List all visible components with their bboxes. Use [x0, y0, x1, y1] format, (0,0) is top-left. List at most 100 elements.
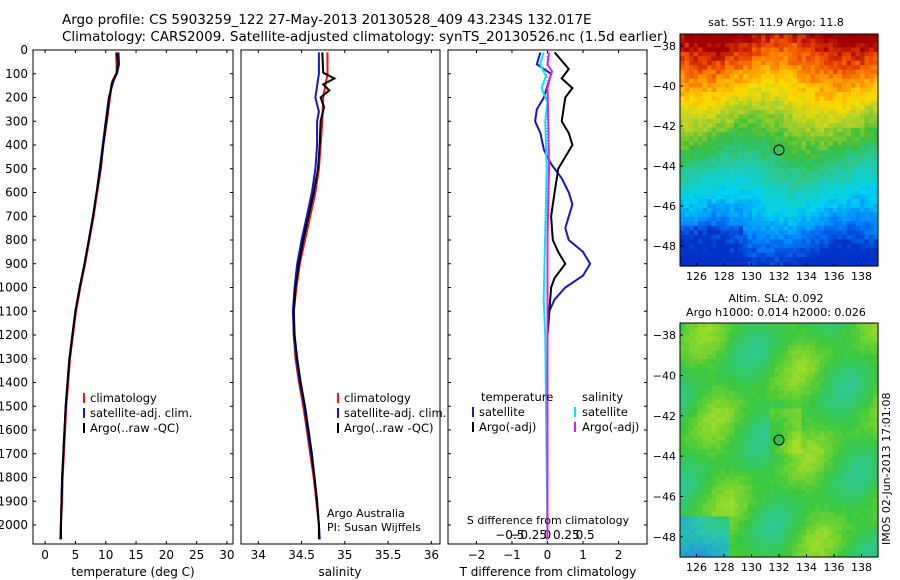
map-cell [792, 69, 798, 75]
map-cell [842, 458, 848, 464]
map-cell [716, 145, 722, 151]
map-cell [743, 440, 749, 446]
map-cell [842, 212, 848, 218]
x-tick-label: −1 [503, 548, 521, 562]
map-cell [707, 422, 713, 428]
map-cell [761, 38, 767, 44]
map-cell [842, 503, 848, 509]
map-cell [873, 105, 879, 111]
map-cell [729, 248, 735, 254]
map-cell [855, 221, 861, 227]
map-cell [855, 417, 861, 423]
map-cell [810, 216, 816, 222]
map-cell [716, 552, 722, 558]
map-cell [761, 363, 767, 369]
map-cell [729, 413, 735, 419]
map-cell [815, 109, 821, 115]
map-cell [788, 404, 794, 410]
map-cell [734, 534, 740, 540]
map-cell [792, 494, 798, 500]
map-cell [707, 354, 713, 360]
map-cell [738, 257, 744, 263]
map-cell [752, 199, 758, 205]
map-cell [720, 426, 726, 432]
map-cell [810, 548, 816, 554]
map-cell [752, 552, 758, 558]
map-cell [689, 208, 695, 214]
map-cell [824, 136, 830, 142]
map-cell [788, 234, 794, 240]
map-cell [716, 498, 722, 504]
map-cell [873, 539, 879, 545]
map-cell [815, 216, 821, 222]
map-cell [833, 38, 839, 44]
map-cell [761, 118, 767, 124]
map-cell [792, 114, 798, 120]
diff-line-t-satellite [534, 52, 592, 540]
map-cell [689, 354, 695, 360]
map-cell [810, 341, 816, 347]
map-cell [815, 422, 821, 428]
map-cell [729, 530, 735, 536]
map-cell [707, 453, 713, 459]
map-cell [824, 422, 830, 428]
map-cell [797, 252, 803, 258]
map-cell [765, 69, 771, 75]
map-cell [855, 38, 861, 44]
map-cell [810, 136, 816, 142]
map-cell [747, 525, 753, 531]
map-cell [689, 74, 695, 80]
y-tick-label: 800 [5, 233, 28, 247]
map-cell [774, 96, 780, 102]
map-cell [846, 132, 852, 138]
map-cell [729, 243, 735, 249]
map-cell [824, 480, 830, 486]
map-cell [828, 154, 834, 160]
map-cell [833, 127, 839, 133]
map-cell [842, 185, 848, 191]
map-cell [734, 248, 740, 254]
map-cell [860, 453, 866, 459]
map-cell [707, 381, 713, 387]
map-cell [716, 114, 722, 120]
map-cell [689, 345, 695, 351]
map-cell [855, 74, 861, 80]
map-cell [788, 212, 794, 218]
map-cell [855, 132, 861, 138]
map-cell [689, 163, 695, 169]
map-cell [689, 56, 695, 62]
map-cell [824, 87, 830, 93]
map-cell [689, 123, 695, 129]
map-cell [819, 243, 825, 249]
map-cell [738, 368, 744, 374]
map-cell [729, 51, 735, 57]
map-cell [698, 476, 704, 482]
map-cell [869, 158, 875, 164]
map-cell [806, 154, 812, 160]
map-cell [752, 42, 758, 48]
map-cell [846, 261, 852, 267]
map-cell [716, 132, 722, 138]
map-cell [792, 87, 798, 93]
map-cell [837, 363, 843, 369]
map-cell [738, 323, 744, 329]
map-cell [788, 336, 794, 342]
map-cell [720, 92, 726, 98]
map-cell [707, 336, 713, 342]
map-cell [761, 83, 767, 89]
map-cell [864, 489, 870, 495]
map-cell [873, 458, 879, 464]
map-cell [729, 327, 735, 333]
map-cell [810, 489, 816, 495]
map-cell [788, 431, 794, 437]
map-cell [707, 368, 713, 374]
map-cell [837, 399, 843, 405]
map-cell [837, 252, 843, 258]
map-cell [707, 435, 713, 441]
map-cell [774, 225, 780, 231]
map-cell [698, 60, 704, 66]
map-cell [797, 176, 803, 182]
map-cell [756, 399, 762, 405]
map-cell [779, 332, 785, 338]
map-cell [752, 408, 758, 414]
